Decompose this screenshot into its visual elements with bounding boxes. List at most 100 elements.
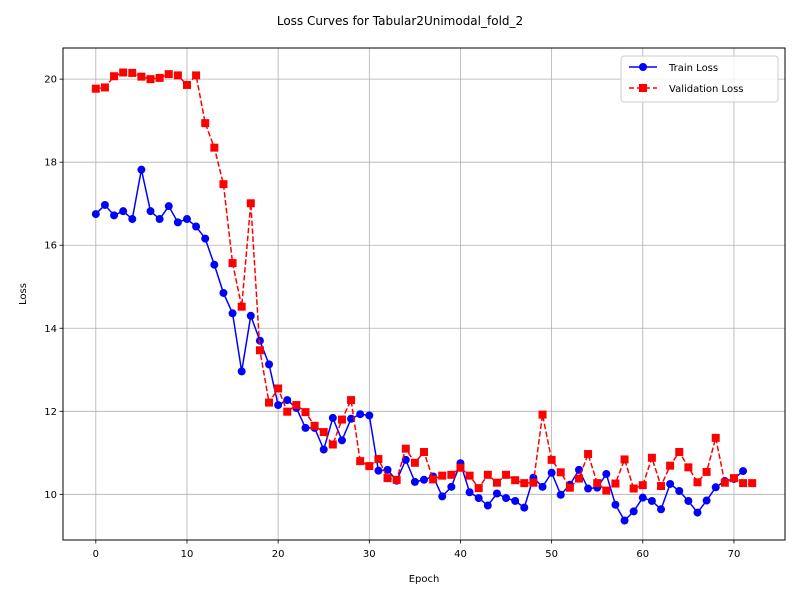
validation-loss-point [337,415,346,424]
validation-loss-point [356,457,365,466]
train-loss-point [201,234,210,243]
validation-loss-point [711,433,720,442]
y-tick-label: 10 [44,490,57,501]
x-tick-label: 10 [181,549,194,560]
validation-loss-point [100,83,109,92]
validation-loss-point [255,346,264,355]
validation-loss-point [265,398,274,407]
validation-loss-point [401,444,410,453]
validation-loss-point [301,408,310,417]
validation-loss-point [602,486,611,495]
train-loss-point [110,211,119,220]
validation-loss-point [693,478,702,487]
train-loss-point [164,202,173,211]
validation-loss-point [593,479,602,488]
train-loss-point [356,410,365,419]
train-loss-point [283,396,292,405]
validation-loss-point [155,73,164,82]
train-loss-point [702,496,711,505]
validation-loss-series [91,68,757,495]
train-loss-point [666,479,675,488]
train-loss-point [556,490,565,499]
validation-loss-point [246,199,255,208]
validation-loss-point [274,384,283,393]
x-tick-label: 50 [545,549,558,560]
x-tick-label: 30 [363,549,376,560]
validation-loss-point [684,463,693,472]
train-loss-point [620,516,629,525]
plot-series [91,68,757,525]
train-loss-point [647,496,656,505]
train-loss-point [173,218,182,227]
validation-loss-point [210,143,219,152]
train-loss-point [547,468,556,477]
validation-loss-point [219,180,228,189]
train-loss-point [465,488,474,497]
train-loss-point [483,501,492,510]
validation-loss-point [647,453,656,462]
train-loss-point [265,360,274,369]
validation-loss-point [584,450,593,459]
validation-loss-point [383,474,392,483]
train-loss-point [611,500,620,509]
train-loss-point [137,165,146,174]
train-loss-point [219,288,228,297]
validation-loss-point [119,68,128,77]
validation-loss-point [182,80,191,89]
x-tick-label: 70 [728,549,741,560]
chart-title: Loss Curves for Tabular2Unimodal_fold_2 [277,14,523,28]
train-loss-point [739,467,748,476]
train-loss-point [492,489,501,498]
validation-loss-point [447,470,456,479]
train-loss-point [319,445,328,454]
validation-loss-point [438,471,447,480]
legend-train-marker [639,63,647,71]
validation-loss-point [611,479,620,488]
train-loss-point [502,494,511,503]
train-loss-point [602,469,611,478]
train-loss-point [420,475,428,484]
validation-loss-point [164,70,173,79]
train-loss-point [337,436,346,445]
validation-loss-point [748,479,757,488]
validation-loss-point [492,478,501,487]
train-loss-point [246,311,255,320]
validation-loss-point [310,421,319,430]
x-axis-label: Epoch [409,574,440,585]
x-tick-label: 40 [454,549,467,560]
validation-loss-point [529,478,538,487]
train-loss-point [410,477,419,486]
legend-validation-label: Validation Loss [669,84,744,95]
validation-loss-point [410,458,419,467]
train-loss-point [520,503,529,512]
legend-validation-marker [639,84,647,92]
y-tick-label: 16 [44,241,57,252]
train-loss-point [711,483,720,492]
validation-loss-point [538,410,547,419]
train-loss-point [155,215,164,224]
validation-loss-point [702,467,711,476]
validation-loss-point [574,474,583,483]
validation-loss-point [128,68,137,77]
validation-loss-point [365,462,374,471]
train-loss-point [693,508,702,517]
validation-loss-point [374,455,383,464]
train-loss-point [128,215,137,224]
train-loss-point [511,496,520,505]
validation-loss-point [137,72,146,81]
train-loss-point [447,482,456,491]
validation-loss-point [319,428,328,437]
validation-loss-point [675,447,684,456]
y-tick-label: 18 [44,158,57,169]
train-loss-point [228,309,237,318]
train-loss-point [146,207,155,216]
plot-area-frame [62,47,786,541]
validation-loss-point [237,302,246,311]
train-loss-point [210,260,219,269]
train-loss-point [274,401,283,410]
validation-loss-point [720,478,729,487]
train-loss-point [192,222,201,231]
validation-loss-point [328,440,337,449]
validation-loss-point [474,484,483,493]
